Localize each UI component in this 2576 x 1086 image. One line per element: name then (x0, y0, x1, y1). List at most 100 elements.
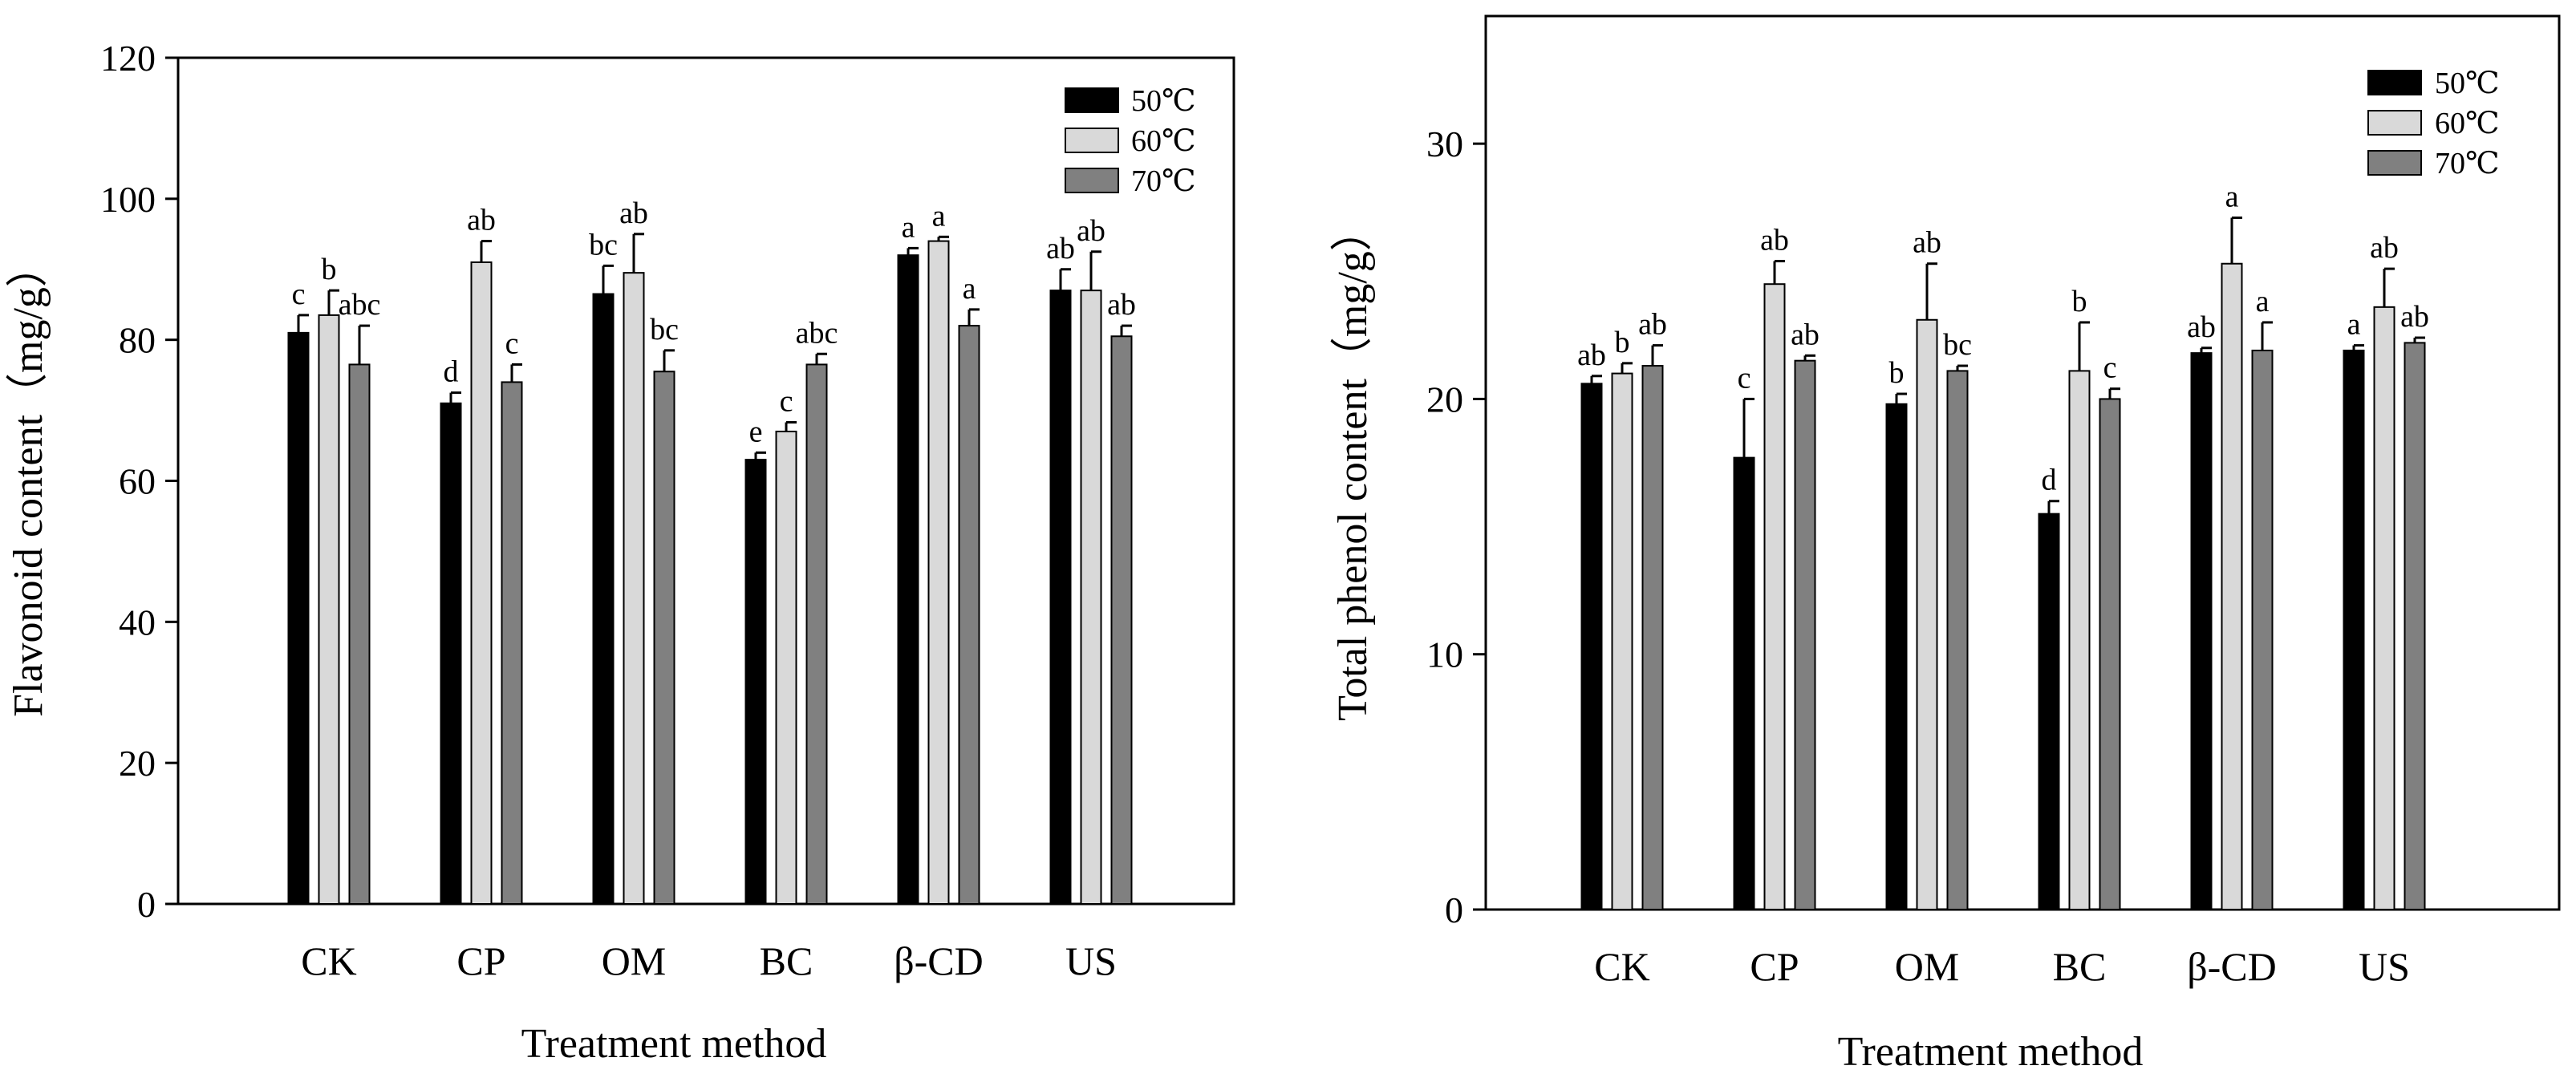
category-label: US (2359, 944, 2410, 989)
significance-label: bc (1943, 328, 1972, 362)
significance-label: c (292, 278, 306, 311)
significance-label: b (322, 253, 337, 286)
category-label: OM (602, 938, 667, 983)
significance-label: ab (2400, 300, 2429, 334)
category-label: CP (456, 938, 505, 983)
significance-label: c (1738, 361, 1751, 395)
category-label: CK (301, 938, 356, 983)
bar (897, 254, 919, 905)
significance-label: ab (1638, 308, 1667, 342)
bar (348, 363, 371, 905)
y-tick-label: 40 (119, 602, 156, 642)
y-tick-label: 20 (1426, 379, 1463, 419)
significance-label: ab (2370, 231, 2399, 265)
chart-1: 0 20 40 60 80 100 120 Flavonoid content（mg/g） Tr… (6, 38, 1235, 1067)
category-label: US (1065, 938, 1117, 983)
category-label: β-CD (2187, 944, 2277, 989)
bar (2373, 306, 2395, 910)
bar (501, 381, 523, 905)
significance-label: ab (1913, 226, 1941, 260)
bar (592, 293, 615, 906)
significance-label: ab (1791, 318, 1819, 351)
significance-label: d (444, 355, 459, 389)
significance-label: a (963, 272, 976, 306)
bar (1885, 403, 1908, 910)
legend-label: 50℃ (1131, 84, 1196, 118)
significance-label: a (2256, 285, 2270, 318)
significance-label: abc (339, 288, 381, 322)
y-tick-label: 60 (119, 461, 156, 502)
bar (318, 314, 340, 906)
significance-label: a (2225, 180, 2239, 213)
bar (653, 371, 675, 905)
bar (2251, 349, 2274, 910)
x-axis-title: Treatment method (521, 1021, 827, 1067)
bar (927, 240, 950, 906)
significance-label: ab (1760, 224, 1789, 257)
bar (1080, 290, 1102, 905)
y-tick-label: 10 (1426, 634, 1463, 675)
legend-swatch (1065, 87, 1119, 113)
legend-swatch (2367, 150, 2422, 176)
legend-label: 70℃ (1131, 164, 1196, 198)
plot-frame (1484, 14, 2561, 911)
legend-label: 70℃ (2435, 147, 2500, 180)
bar (1049, 290, 1072, 905)
significance-label: ab (467, 204, 496, 237)
bar (440, 402, 462, 905)
legend-label: 50℃ (2435, 67, 2500, 100)
bar (287, 331, 310, 905)
bar (805, 363, 828, 905)
bar (958, 325, 980, 906)
significance-label: abc (796, 316, 838, 350)
bar (1641, 365, 1664, 910)
y-tick-label: 30 (1426, 124, 1463, 164)
bar (2099, 398, 2121, 910)
y-tick-label: 120 (100, 38, 156, 79)
significance-label: d (2042, 464, 2057, 497)
legend-swatch (1065, 168, 1119, 193)
category-label: CK (1594, 944, 1649, 989)
category-label: CP (1750, 944, 1799, 989)
y-tick-label: 100 (100, 179, 156, 220)
legend-swatch (2367, 110, 2422, 136)
bar (623, 272, 645, 906)
category-label: BC (2053, 944, 2107, 989)
significance-label: a (2347, 308, 2361, 342)
bar (2404, 342, 2426, 910)
y-axis-title: Flavonoid content（mg/g） (6, 245, 51, 717)
significance-label: c (505, 326, 519, 360)
bar (775, 430, 797, 905)
legend-label: 60℃ (2435, 107, 2500, 140)
significance-label: ab (2187, 310, 2216, 344)
legend: 50℃ 60℃ 70℃ (2367, 67, 2500, 180)
y-tick-label: 80 (119, 320, 156, 361)
legend-swatch (2367, 70, 2422, 95)
bar (1580, 383, 1603, 910)
category-label: OM (1895, 944, 1960, 989)
significance-label: ab (1107, 288, 1136, 322)
bar (1733, 456, 1755, 910)
significance-label: ab (1077, 214, 1105, 248)
bar (1763, 283, 1786, 910)
category-label: β-CD (894, 938, 984, 983)
bar (744, 459, 767, 905)
legend-swatch (1065, 128, 1119, 153)
legend: 50℃ 60℃ 70℃ (1065, 84, 1196, 198)
bar (1794, 359, 1816, 910)
significance-label: bc (589, 228, 618, 261)
significance-label: bc (650, 313, 679, 346)
x-axis-title: Treatment method (1838, 1029, 2144, 1075)
bar (2343, 349, 2365, 910)
significance-label: b (1889, 356, 1905, 390)
significance-label: ab (1577, 338, 1606, 372)
y-axis-title: Total phenol content（mg/g） (1330, 209, 1376, 721)
significance-label: c (2103, 351, 2117, 385)
bar (1946, 370, 1969, 911)
y-tick-label: 20 (119, 743, 156, 784)
significance-label: c (780, 385, 793, 419)
significance-label: a (902, 210, 915, 244)
bar (470, 261, 493, 906)
significance-label: a (932, 199, 946, 233)
